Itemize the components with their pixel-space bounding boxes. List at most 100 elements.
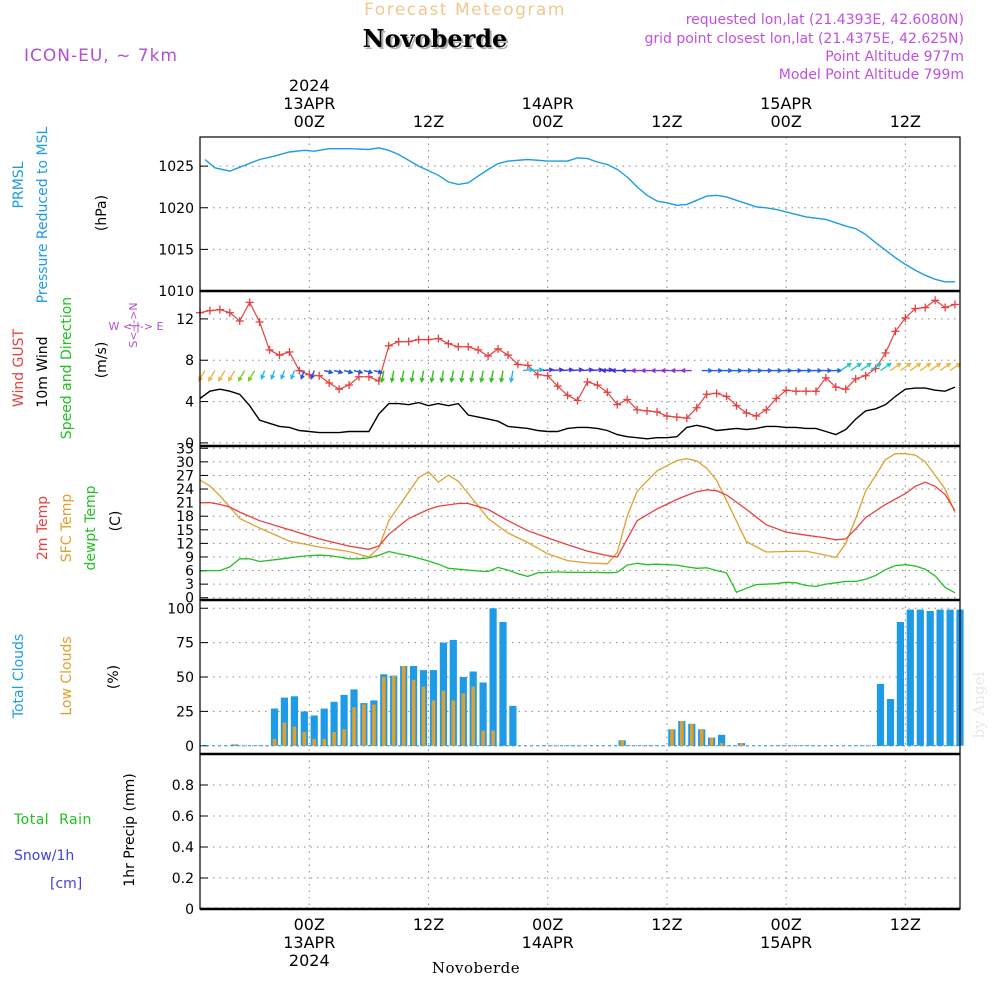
pressure-msl-label: Pressure Reduced to MSL xyxy=(35,126,51,303)
dewpt-label: dewpt Temp xyxy=(83,485,99,570)
total-cloud-bar xyxy=(489,608,497,746)
sfc-temp-line xyxy=(199,453,956,565)
y-tick-label: 1020 xyxy=(158,201,194,217)
wind-dir-arrowhead xyxy=(389,377,395,384)
wind-dir-arrowhead xyxy=(846,362,852,368)
requested-coords: requested lon,lat (21.4393E, 42.6080N) xyxy=(686,12,964,28)
time-tick-label-top: 12Z xyxy=(890,112,921,131)
wind-dir-arrow xyxy=(929,362,941,372)
sfc-temp-label: SFC Temp xyxy=(59,494,75,563)
wind-dir-arrow xyxy=(532,368,543,372)
wind-dir-arrowhead xyxy=(228,376,233,382)
y-tick-label: 100 xyxy=(167,601,194,617)
wind-dir-arrowhead xyxy=(836,367,843,374)
wind-dir-arrowhead xyxy=(439,377,445,384)
wind-dir-arrowhead xyxy=(588,367,594,373)
date-label-bottom: 15APR xyxy=(760,933,812,952)
prmsl-label: PRMSL xyxy=(11,161,27,208)
wind-dir-arrowhead xyxy=(449,377,455,384)
total-cloud-bar xyxy=(479,682,487,746)
wind-dir-arrow xyxy=(582,368,593,372)
wind-labels: Wind GUST 10m Wind Speed and Direction (… xyxy=(11,297,163,439)
wind-dir-arrowhead xyxy=(377,369,384,375)
date-label-bottom: 14APR xyxy=(522,933,574,952)
wind-dir-arrowhead xyxy=(379,377,385,384)
low-cloud-bar xyxy=(481,730,485,746)
wind-dir-arrow xyxy=(552,368,563,372)
low-cloud-bar xyxy=(471,686,475,746)
time-tick-label-top: 12Z xyxy=(413,112,444,131)
y-tick-label: 1010 xyxy=(158,284,194,300)
wind-dir-arrowhead xyxy=(260,374,266,380)
precip-ylabel: 1hr Precip (mm) xyxy=(122,773,138,886)
y-tick-label: 0 xyxy=(185,902,194,918)
wind-dir-arrow xyxy=(410,370,415,382)
wind-dir-arrowhead xyxy=(290,374,295,380)
wind-dir-arrowhead xyxy=(538,367,545,373)
date-label-top: 13APR xyxy=(283,94,335,113)
wind-dir-arrowhead xyxy=(680,367,686,374)
wind-dir-arrow xyxy=(420,370,425,382)
y-tick-label: 0.8 xyxy=(172,778,194,794)
time-tick-label-top: 00Z xyxy=(532,112,563,131)
plot-layer: 1010101510201025048120369121518212427303… xyxy=(158,76,964,970)
wind-dir-arrowhead xyxy=(650,367,656,374)
low-cloud-bar xyxy=(421,686,426,746)
total-cloud-bar xyxy=(300,711,308,746)
wind-dir-arrowhead xyxy=(856,362,862,368)
clouds-unit: (%) xyxy=(106,665,122,689)
total-cloud-bar xyxy=(280,697,288,746)
wind-dir-arrowhead xyxy=(348,369,354,375)
y-tick-label: 0.6 xyxy=(172,809,194,825)
y-tick-label: 12 xyxy=(176,312,194,328)
wind-dir-arrowhead xyxy=(399,377,405,384)
wind-dir-arrowhead xyxy=(946,362,952,368)
low-cloud-bar xyxy=(719,743,724,746)
y-tick-label: 21 xyxy=(176,496,194,512)
point-altitude: Point Altitude 977m xyxy=(825,49,964,65)
date-label-bottom: 13APR xyxy=(283,933,335,952)
low-cloud-bar xyxy=(322,738,326,746)
total-cloud-bar xyxy=(876,683,885,746)
total-cloud-bar xyxy=(886,699,895,746)
wind-dir-arrowhead xyxy=(528,367,535,373)
wind-dir-arrowhead xyxy=(886,362,892,368)
precip-labels: Total Rain Snow/1h [cm] 1hr Precip (mm) xyxy=(13,773,138,892)
y-tick-label: 30 xyxy=(176,455,194,471)
wind-dir-arrowhead xyxy=(866,362,872,368)
snow-label: Snow/1h xyxy=(14,848,74,864)
total-rain-label: Total Rain xyxy=(13,812,92,828)
wind-dir-arrowhead xyxy=(670,367,676,374)
wind-dir-arrow xyxy=(592,368,603,372)
wind-dir-arrowhead xyxy=(499,377,505,384)
low-cloud-bar xyxy=(342,729,346,746)
wind-dir-arrowhead xyxy=(578,367,584,373)
wind-dir-arrow xyxy=(840,362,852,372)
wind-dir-arrowhead xyxy=(357,369,364,375)
y-tick-label: 27 xyxy=(176,468,194,484)
total-cloud-bar xyxy=(320,708,328,746)
y-tick-label: 8 xyxy=(185,353,194,369)
y-tick-label: 0.4 xyxy=(172,840,194,856)
wind-dir-arrow xyxy=(939,362,951,372)
wind-dir-arrowhead xyxy=(469,377,475,384)
total-cloud-bar xyxy=(270,708,279,746)
wind-dir-arrowhead xyxy=(280,374,285,380)
temp-2m-line xyxy=(200,481,956,558)
wind-dir-arrowhead xyxy=(218,376,223,382)
time-tick-label-top: 00Z xyxy=(770,112,801,131)
wind-dir-arrow xyxy=(480,370,484,382)
low-cloud-bar xyxy=(491,730,495,746)
total-cloud-bar xyxy=(290,696,298,746)
wind-dir-arrowhead xyxy=(328,369,334,375)
wind-dir-arrowhead xyxy=(640,367,646,374)
wind-dir-arrowhead xyxy=(630,367,636,374)
low-cloud-bar xyxy=(372,704,376,746)
footer-location: Novoberde xyxy=(432,959,520,977)
wind-dir-arrow xyxy=(248,370,256,381)
compass-ns: S<-|->N xyxy=(127,302,140,347)
t2m-label: 2m Temp xyxy=(35,496,51,560)
y-tick-label: 4 xyxy=(185,395,194,411)
wind-dir-arrow xyxy=(890,362,901,372)
